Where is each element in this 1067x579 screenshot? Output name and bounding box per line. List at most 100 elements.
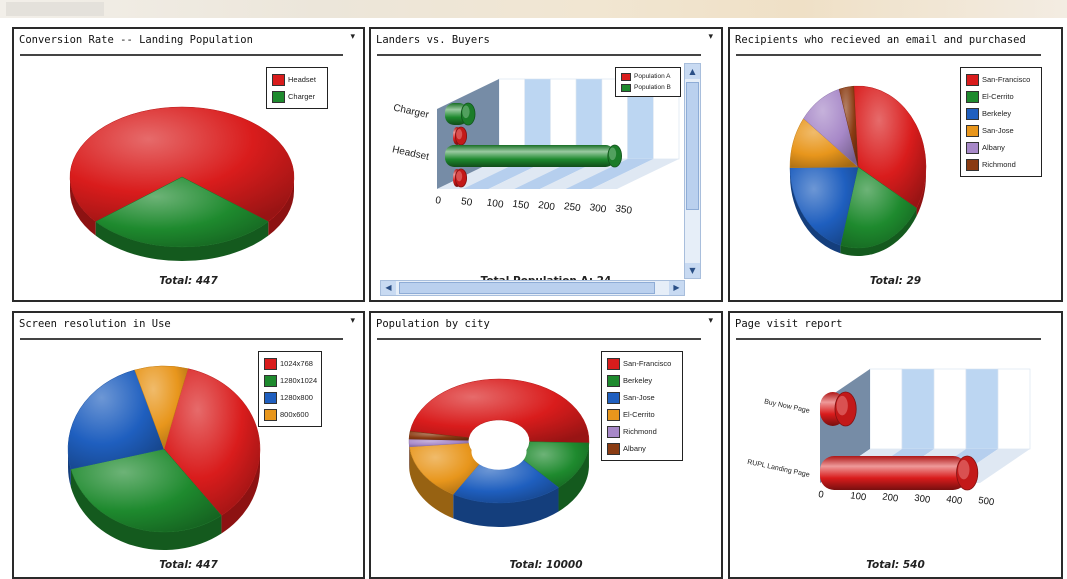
legend-label: San-Jose — [982, 126, 1014, 135]
x-tick-label: 300 — [589, 202, 607, 215]
pie-slice-side — [558, 442, 589, 512]
pie-slice-side — [840, 208, 917, 256]
pie-slice-1280x800 — [67, 369, 165, 470]
chart-area — [67, 365, 261, 550]
legend-swatch — [621, 83, 631, 92]
legend-item: Richmond — [966, 156, 1036, 173]
legend-label: El-Cerrito — [982, 92, 1014, 101]
panel-title: Recipients who recieved an email and pur… — [735, 34, 1026, 46]
grid-stripe — [933, 368, 967, 450]
legend-item: El-Cerrito — [607, 406, 677, 423]
category-label: Charger — [392, 103, 430, 121]
floor-tile — [591, 159, 679, 189]
title-rule — [20, 54, 343, 56]
pie-slice-side — [453, 487, 559, 527]
pie-slice-Albany — [408, 431, 470, 441]
x-tick-label: 0 — [435, 195, 442, 207]
legend-item: Population B — [621, 82, 675, 93]
title-rule — [377, 54, 701, 56]
vertical-scrollbar[interactable]: ▲ ▼ — [684, 63, 701, 279]
x-tick-label: 300 — [914, 493, 931, 506]
legend-swatch — [272, 73, 285, 86]
chart-total: Total: 29 — [869, 275, 922, 287]
x-tick-label: 200 — [537, 200, 555, 213]
grid-stripe — [901, 368, 935, 450]
scroll-right-button[interactable]: ▶ — [669, 281, 684, 295]
pie-slice-Charger — [95, 176, 269, 248]
pie-slice-Headset — [69, 106, 295, 222]
bar-Headset — [445, 145, 615, 167]
legend-swatch — [966, 107, 979, 120]
grid-stripe — [997, 368, 1031, 450]
category-label: Headset — [391, 144, 430, 163]
panel-recipients-purchased: Recipients who recieved an email and pur… — [728, 27, 1063, 302]
dropdown-arrow-icon[interactable]: ▾ — [350, 316, 355, 326]
legend-item: Berkeley — [966, 105, 1036, 122]
legend-label: Berkeley — [623, 376, 653, 385]
pie-slice-side — [790, 167, 841, 254]
legend-swatch — [607, 357, 620, 370]
legend-label: Richmond — [982, 160, 1016, 169]
legend-swatch — [607, 408, 620, 421]
chart-area: 0 100 200 300 400 500 RUPL Landing Page Buy Now… — [747, 368, 1031, 508]
scroll-thumb[interactable] — [399, 282, 655, 294]
pie-slice-side — [95, 221, 269, 261]
scroll-down-button[interactable]: ▼ — [685, 263, 700, 278]
legend-label: Albany — [623, 444, 646, 453]
bar-cap-highlight — [608, 147, 617, 161]
legend-item: 1024x768 — [264, 355, 316, 372]
top-tab[interactable] — [6, 2, 104, 16]
pie-slice-Richmond — [838, 85, 859, 168]
legend-label: Berkeley — [982, 109, 1012, 118]
panel-title: Screen resolution in Use — [19, 318, 171, 330]
title-rule — [377, 338, 701, 340]
legend-swatch — [966, 73, 979, 86]
dropdown-arrow-icon[interactable]: ▾ — [708, 32, 713, 42]
legend-swatch — [966, 124, 979, 137]
legend-swatch — [264, 357, 277, 370]
legend-swatch — [966, 141, 979, 154]
panel-title: Page visit report — [735, 318, 843, 330]
legend-item: Richmond — [607, 423, 677, 440]
chart-total: Total: 447 — [159, 559, 218, 571]
x-tick-label: 500 — [978, 495, 995, 508]
panel-landers-vs-buyers: Landers vs. Buyers ▾ 0 50 100 150 200 250 300 3… — [369, 27, 723, 302]
legend-swatch — [607, 391, 620, 404]
pie-slice-side — [70, 469, 222, 550]
pie-slice-800x600 — [134, 365, 189, 450]
panel-conversion-rate: Conversion Rate -- Landing Population ▾ … — [12, 27, 365, 302]
legend-label: San-Francisco — [982, 75, 1031, 84]
legend-swatch — [966, 158, 979, 171]
legend-item: El-Cerrito — [966, 88, 1036, 105]
scroll-up-button[interactable]: ▲ — [685, 64, 700, 79]
pie-slice-San-Francisco — [409, 378, 590, 444]
legend-item: San-Francisco — [966, 71, 1036, 88]
legend-item: Charger — [272, 88, 322, 105]
grid-stripe — [965, 368, 999, 450]
x-tick-label: 200 — [882, 491, 899, 504]
x-tick-label: 400 — [946, 494, 963, 507]
legend: Population A Population B — [615, 67, 681, 97]
dropdown-arrow-icon[interactable]: ▾ — [708, 316, 713, 326]
legend-label: Charger — [288, 92, 316, 101]
pie-slice-side — [268, 177, 294, 236]
pie-slice-1280x1024 — [70, 448, 222, 533]
dropdown-arrow-icon[interactable]: ▾ — [350, 32, 355, 42]
x-tick-label: 100 — [850, 490, 867, 503]
panel-title: Conversion Rate -- Landing Population — [19, 34, 253, 46]
pie-slice-side — [409, 446, 454, 519]
panel-screen-resolution: Screen resolution in Use ▾ 1024x768 1280x… — [12, 311, 365, 579]
legend-label: San-Francisco — [623, 359, 672, 368]
scroll-thumb[interactable] — [686, 82, 699, 210]
legend-label: Albany — [982, 143, 1005, 152]
scroll-left-button[interactable]: ◀ — [381, 281, 396, 295]
panel-page-visit-report: Page visit report 0 100 200 300 400 500 RUPL L… — [728, 311, 1063, 579]
horizontal-scrollbar[interactable]: ◀ ▶ — [380, 280, 685, 296]
legend: Headset Charger — [266, 67, 328, 109]
bar-RUPL Landing Page — [820, 456, 968, 490]
legend-label: 1280x1024 — [280, 376, 318, 385]
x-tick-label: 100 — [486, 197, 504, 210]
legend-swatch — [966, 90, 979, 103]
pie-slice-side — [916, 167, 926, 217]
title-rule — [20, 338, 343, 340]
